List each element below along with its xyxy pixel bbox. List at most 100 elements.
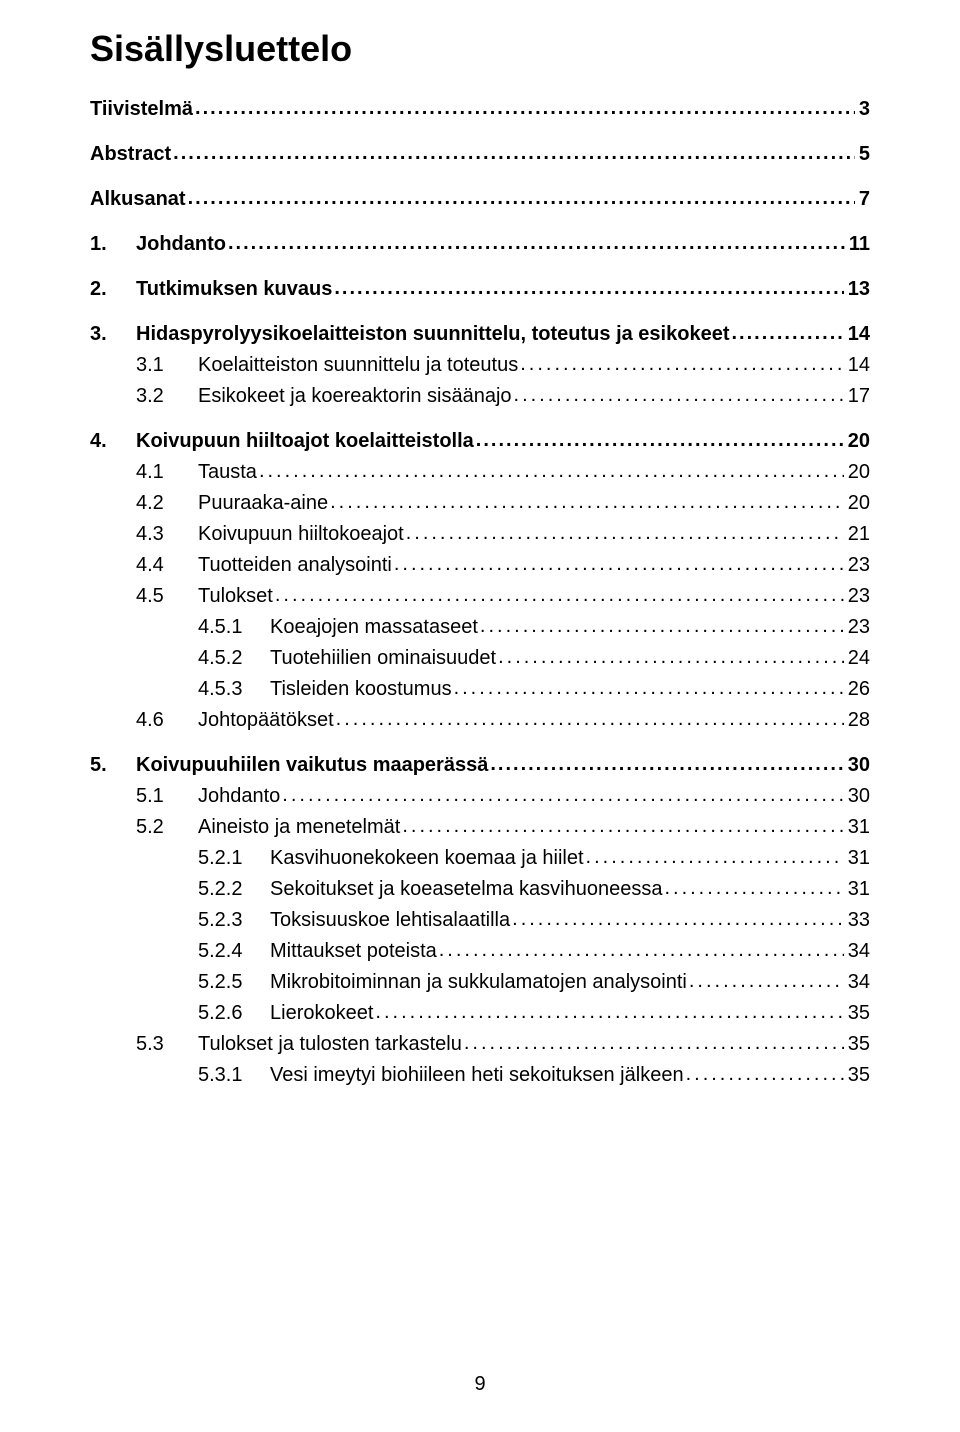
toc-page-number: 21 [844, 519, 870, 550]
toc-number: 5. [90, 750, 136, 781]
toc-page-number: 23 [844, 550, 870, 581]
toc-number: 5.2.4 [198, 936, 270, 967]
toc-label: Esikokeet ja koereaktorin sisäänajo [198, 381, 514, 412]
toc-leader-dots [480, 611, 844, 642]
toc-label: Koivupuuhiilen vaikutus maaperässä [136, 750, 490, 781]
toc-row: 4.5.3Tisleiden koostumus 26 [90, 674, 870, 705]
toc-row: 5.2Aineisto ja menetelmät 31 [90, 812, 870, 843]
toc-row: 5.2.3Toksisuuskoe lehtisalaatilla33 [90, 905, 870, 936]
toc-number: 3.2 [136, 381, 198, 412]
toc-page-number: 23 [844, 612, 870, 643]
toc-page-number: 31 [844, 843, 870, 874]
toc-page-number: 14 [844, 319, 870, 350]
toc-label: Johtopäätökset [198, 705, 336, 736]
toc-leader-dots [394, 549, 844, 580]
toc-leader-dots [228, 228, 845, 259]
toc-label: Tulokset [198, 581, 275, 612]
toc-leader-dots [330, 487, 844, 518]
toc-page-number: 31 [844, 812, 870, 843]
toc-number: 5.2.3 [198, 905, 270, 936]
toc-label: Alkusanat [90, 184, 188, 215]
toc-row: 5.3.1Vesi imeytyi biohiileen heti sekoit… [90, 1060, 870, 1091]
toc-row: 5.Koivupuuhiilen vaikutus maaperässä 30 [90, 750, 870, 781]
toc-label: Koivupuun hiiltokoeajot [198, 519, 406, 550]
toc-page-number: 11 [845, 229, 870, 260]
toc-page-number: 13 [844, 274, 870, 305]
toc-page-number: 24 [844, 643, 870, 674]
toc-leader-dots [464, 1028, 844, 1059]
toc-number: 1. [90, 229, 136, 260]
toc-page-number: 30 [844, 750, 870, 781]
toc-spacer [90, 736, 870, 750]
toc-page-number: 35 [844, 1029, 870, 1060]
toc-number: 5.2.1 [198, 843, 270, 874]
toc-row: 3.Hidaspyrolyysikoelaitteiston suunnitte… [90, 319, 870, 350]
toc-leader-dots [195, 93, 855, 124]
toc-row: 2.Tutkimuksen kuvaus13 [90, 274, 870, 305]
toc-leader-dots [476, 425, 844, 456]
toc-row: 4.3Koivupuun hiiltokoeajot 21 [90, 519, 870, 550]
toc-leader-dots [686, 1059, 844, 1090]
toc-spacer [90, 305, 870, 319]
page-title: Sisällysluettelo [90, 28, 870, 70]
toc-number: 4.5.2 [198, 643, 270, 674]
toc-row: 5.2.1Kasvihuonekokeen koemaa ja hiilet31 [90, 843, 870, 874]
toc-label: Hidaspyrolyysikoelaitteiston suunnittelu… [136, 319, 731, 350]
toc-row: 3.2Esikokeet ja koereaktorin sisäänajo17 [90, 381, 870, 412]
page-number-footer: 9 [0, 1373, 960, 1396]
toc-spacer [90, 215, 870, 229]
toc-number: 4.3 [136, 519, 198, 550]
toc-page-number: 5 [855, 139, 870, 170]
toc-page-number: 20 [844, 457, 870, 488]
toc-leader-dots [334, 273, 843, 304]
toc-row: Alkusanat 7 [90, 184, 870, 215]
toc-number: 4.5 [136, 581, 198, 612]
toc-page-number: 14 [844, 350, 870, 381]
toc-leader-dots [259, 456, 844, 487]
toc-row: 4.4Tuotteiden analysointi23 [90, 550, 870, 581]
toc-number: 5.2.2 [198, 874, 270, 905]
toc-page-number: 35 [844, 1060, 870, 1091]
toc-label: Tisleiden koostumus [270, 674, 454, 705]
toc-label: Tulokset ja tulosten tarkastelu [198, 1029, 464, 1060]
toc-row: 5.2.2Sekoitukset ja koeasetelma kasvihuo… [90, 874, 870, 905]
toc-page-number: 23 [844, 581, 870, 612]
toc-page-number: 26 [844, 674, 870, 705]
toc-leader-dots [439, 935, 844, 966]
toc-label: Puuraaka-aine [198, 488, 330, 519]
toc-leader-dots [490, 749, 843, 780]
toc-number: 3.1 [136, 350, 198, 381]
toc-label: Sekoitukset ja koeasetelma kasvihuoneess… [270, 874, 664, 905]
toc-row: Tiivistelmä3 [90, 94, 870, 125]
toc-number: 4. [90, 426, 136, 457]
toc-label: Abstract [90, 139, 173, 170]
toc-row: 4.6Johtopäätökset28 [90, 705, 870, 736]
toc-row: 4.1Tausta20 [90, 457, 870, 488]
toc-page-number: 30 [844, 781, 870, 812]
toc-page-number: 7 [855, 184, 870, 215]
toc-spacer [90, 412, 870, 426]
toc-leader-dots [512, 904, 844, 935]
toc-row: Abstract 5 [90, 139, 870, 170]
toc-number: 5.3.1 [198, 1060, 270, 1091]
toc-number: 2. [90, 274, 136, 305]
toc-number: 5.2.6 [198, 998, 270, 1029]
toc-page-number: 20 [844, 426, 870, 457]
toc-label: Koelaitteiston suunnittelu ja toteutus [198, 350, 520, 381]
toc-leader-dots [586, 842, 844, 873]
toc-number: 3. [90, 319, 136, 350]
toc-row: 4.5Tulokset 23 [90, 581, 870, 612]
toc-page-number: 34 [844, 967, 870, 998]
toc-page-number: 33 [844, 905, 870, 936]
toc-row: 5.1Johdanto30 [90, 781, 870, 812]
toc-leader-dots [375, 997, 843, 1028]
toc-label: Tuotehiilien ominaisuudet [270, 643, 498, 674]
toc-leader-dots [336, 704, 844, 735]
toc-label: Aineisto ja menetelmät [198, 812, 402, 843]
toc-leader-dots [664, 873, 843, 904]
toc-label: Tuotteiden analysointi [198, 550, 394, 581]
toc-label: Koeajojen massataseet [270, 612, 480, 643]
toc-number: 5.2 [136, 812, 198, 843]
toc-number: 4.5.3 [198, 674, 270, 705]
toc-leader-dots [282, 780, 843, 811]
